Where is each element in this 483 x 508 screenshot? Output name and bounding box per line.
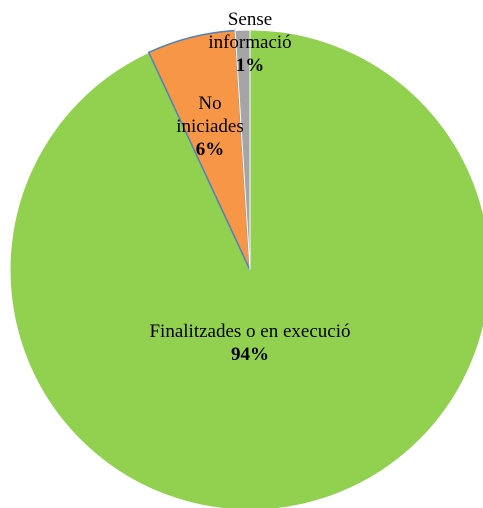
pie-slice xyxy=(9,29,483,508)
category-label: Sense informació xyxy=(208,9,292,53)
value-label: 6% xyxy=(195,139,225,160)
value-label: 1% xyxy=(235,55,265,76)
slice-label: Finalitzades o en execució 94% xyxy=(140,320,360,366)
category-label: No iniciades xyxy=(176,93,244,137)
slice-label: No iniciades 6% xyxy=(165,92,255,161)
pie-slice xyxy=(234,29,251,271)
value-label: 94% xyxy=(231,344,269,365)
category-label: Finalitzades o en execució xyxy=(149,321,351,342)
slice-label: Sense informació 1% xyxy=(195,8,305,77)
